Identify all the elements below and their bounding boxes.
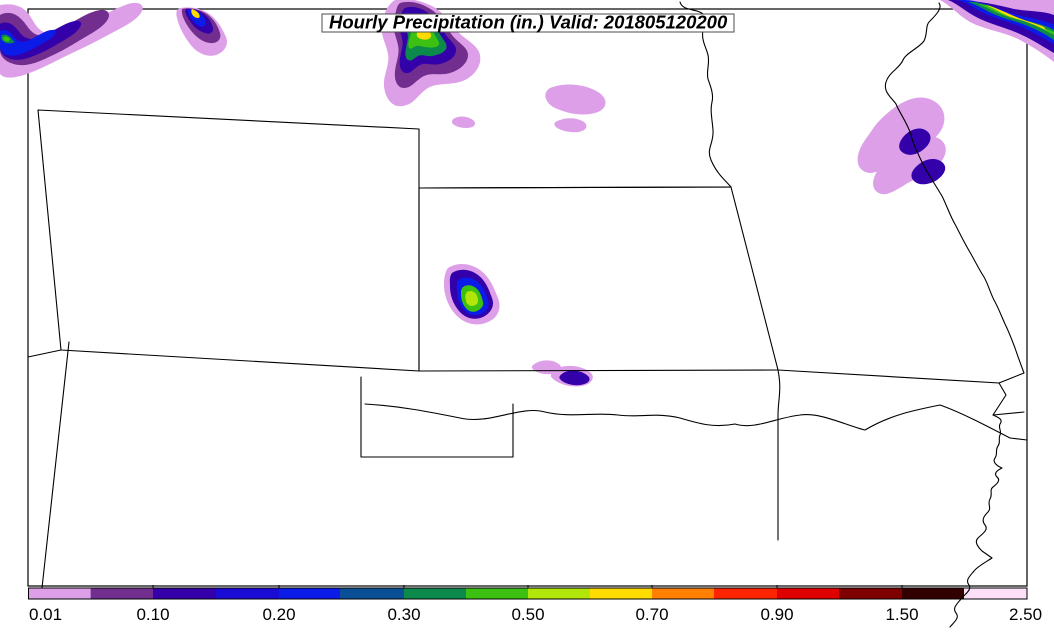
svg-text:0.20: 0.20	[262, 605, 295, 624]
svg-text:0.10: 0.10	[136, 605, 169, 624]
svg-text:0.30: 0.30	[387, 605, 420, 624]
svg-text:1.50: 1.50	[885, 605, 918, 624]
svg-text:0.90: 0.90	[760, 605, 793, 624]
svg-text:2.50: 2.50	[1009, 605, 1042, 624]
svg-text:Hourly Precipitation (in.) Val: Hourly Precipitation (in.) Valid: 201805…	[329, 12, 728, 33]
svg-text:0.70: 0.70	[635, 605, 668, 624]
svg-text:0.01: 0.01	[29, 605, 62, 624]
svg-text:0.50: 0.50	[511, 605, 544, 624]
